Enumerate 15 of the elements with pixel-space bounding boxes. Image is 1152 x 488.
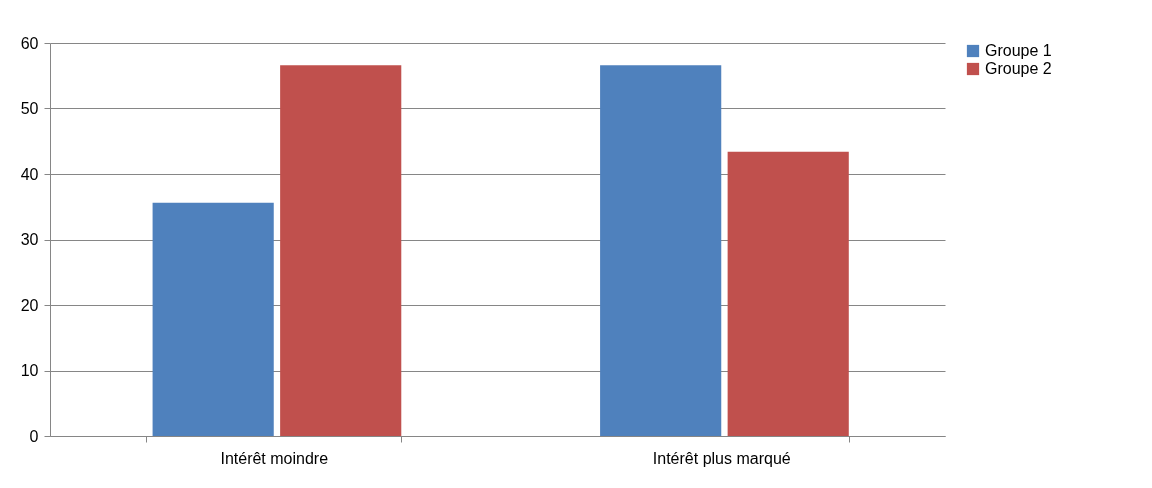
bar [600,65,722,436]
legend-label: Groupe 1 [985,42,1052,59]
y-tick-label: 0 [29,427,39,445]
y-tick-label: 60 [20,34,39,52]
bar [727,151,849,436]
y-tick-label: 40 [20,165,39,183]
x-tick-label: Intérêt plus marqué [652,449,791,467]
y-tick-label: 50 [20,100,39,117]
bar [152,202,274,436]
x-tick-label: Intérêt moindre [220,449,329,467]
bar [280,65,402,436]
legend-label: Groupe 2 [985,60,1052,77]
y-tick-label: 20 [20,296,39,314]
y-tick-label: 10 [20,362,39,379]
y-tick-label: 30 [20,231,39,248]
